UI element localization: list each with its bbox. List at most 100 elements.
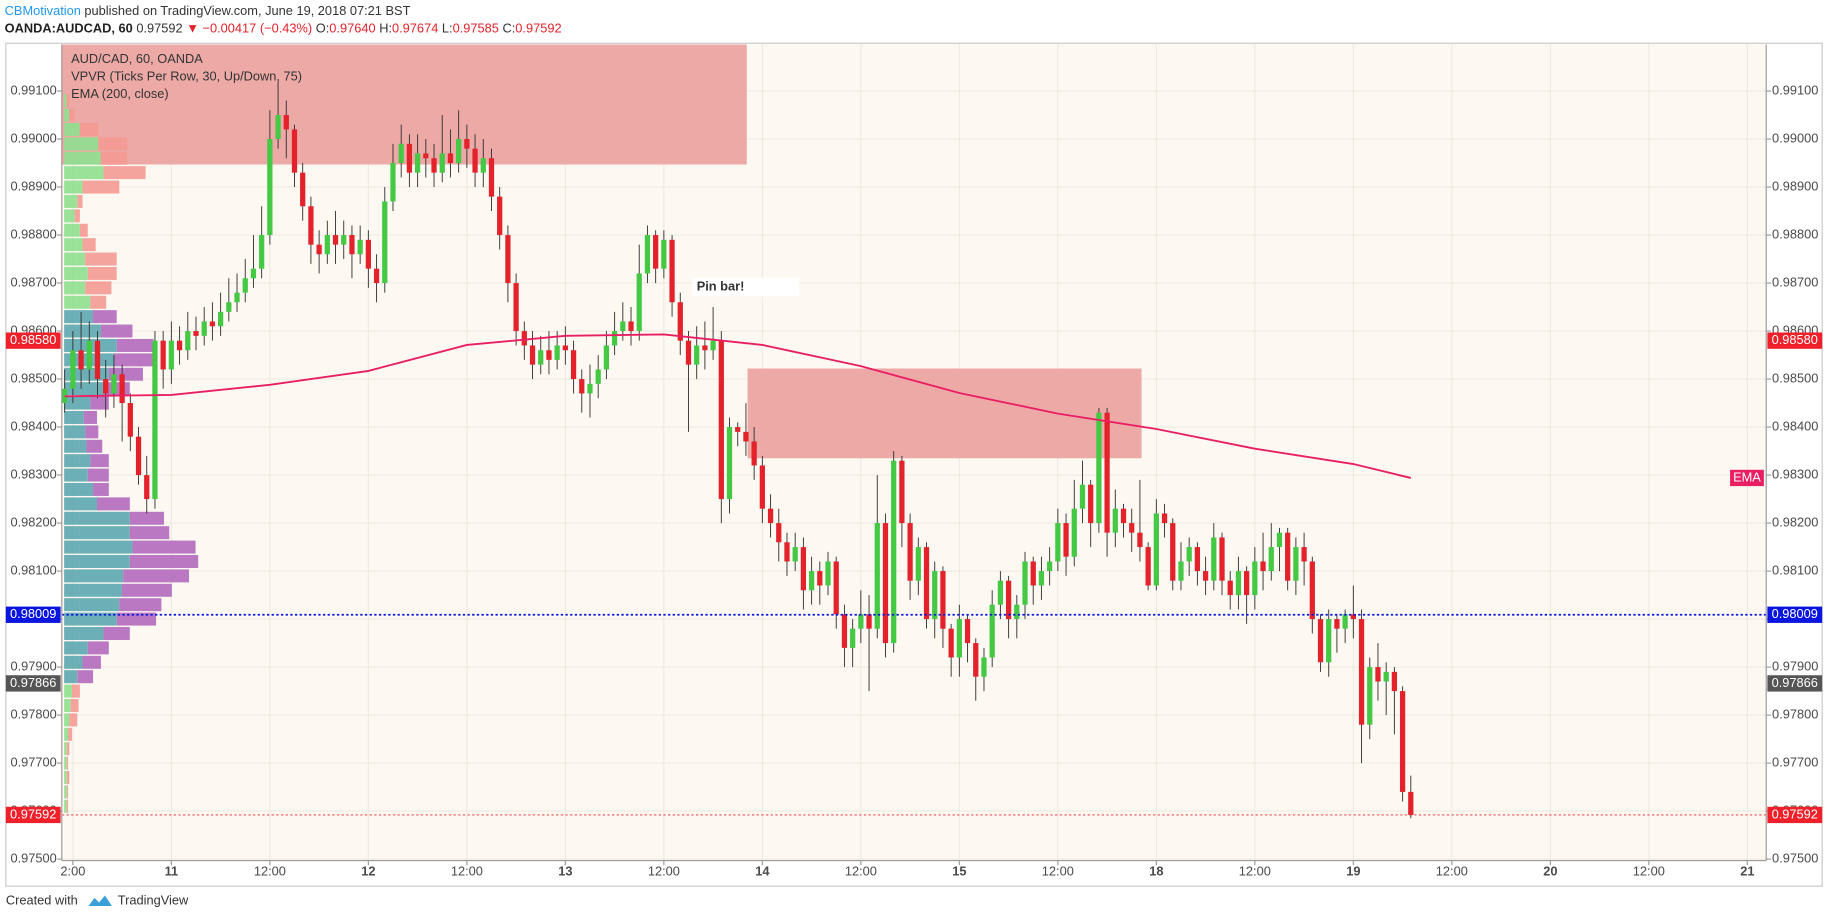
vpvr-down bbox=[66, 770, 70, 784]
vpvr-down bbox=[129, 554, 199, 568]
price-badge bbox=[1767, 332, 1823, 349]
candle-body bbox=[1317, 619, 1324, 663]
vpvr-up bbox=[64, 785, 67, 799]
supply-zone bbox=[61, 44, 747, 165]
vpvr-up bbox=[64, 266, 88, 280]
price-badge-label: 0.98009 bbox=[1772, 606, 1818, 621]
candle-body bbox=[1350, 614, 1356, 620]
candle-body bbox=[513, 283, 519, 332]
footer-brand[interactable]: TradingView bbox=[118, 893, 189, 908]
y-tick-label: 0.98200 bbox=[10, 514, 56, 529]
vpvr-up bbox=[64, 252, 86, 266]
y-tick-label: 0.98500 bbox=[10, 370, 56, 385]
candle-body bbox=[792, 547, 798, 562]
price-badge-label: 0.98009 bbox=[10, 606, 56, 621]
ohlc-key: H: bbox=[379, 21, 392, 36]
vpvr-down bbox=[66, 742, 70, 756]
author[interactable]: CBMotivation bbox=[5, 3, 81, 18]
vpvr-down bbox=[90, 396, 109, 410]
footer-created: Created with bbox=[6, 893, 78, 908]
y-tick-label: 0.98900 bbox=[1772, 178, 1818, 193]
candle-body bbox=[554, 345, 560, 360]
vpvr-up bbox=[64, 497, 97, 511]
candle-body bbox=[357, 239, 363, 255]
x-tick-label: 21 bbox=[1740, 864, 1754, 879]
candle-body bbox=[349, 235, 355, 255]
y-tick-label: 0.98400 bbox=[1772, 418, 1818, 433]
vpvr-down bbox=[83, 410, 97, 424]
candle-body bbox=[406, 143, 413, 173]
x-tick-label: 12:00 bbox=[845, 864, 877, 879]
price-badge-label: 0.97592 bbox=[10, 806, 56, 821]
vpvr-up bbox=[64, 454, 91, 468]
candle-body bbox=[800, 547, 807, 591]
candle-body bbox=[382, 201, 388, 284]
change: −0.00417 (−0.43%) bbox=[203, 21, 313, 36]
candle-body bbox=[1137, 532, 1143, 548]
ohlc-value: 0.97640 bbox=[329, 21, 375, 36]
x-tick-label: 2:00 bbox=[60, 864, 85, 879]
candle-body bbox=[497, 196, 503, 236]
candle-body bbox=[275, 115, 281, 140]
candle-body bbox=[176, 340, 183, 351]
vpvr-up bbox=[64, 526, 130, 540]
candle-body bbox=[841, 614, 848, 648]
candle-body bbox=[685, 340, 692, 365]
candle-body bbox=[529, 345, 536, 365]
vpvr-up bbox=[64, 511, 130, 525]
candle-body bbox=[505, 235, 511, 284]
y-tick-label: 0.97500 bbox=[1772, 850, 1818, 865]
candle-body bbox=[735, 427, 741, 432]
candle-body bbox=[1211, 537, 1217, 581]
candle-body bbox=[94, 340, 101, 380]
candle-body bbox=[1145, 547, 1151, 586]
ema-line bbox=[64, 333, 1412, 479]
candle-body bbox=[751, 441, 757, 466]
candle-body bbox=[891, 460, 897, 644]
candle-body bbox=[1219, 537, 1225, 581]
candle-body bbox=[579, 379, 585, 394]
x-tick-label: 12:00 bbox=[1239, 864, 1271, 879]
vpvr-down bbox=[82, 238, 96, 252]
y-tick-label: 0.98100 bbox=[1772, 562, 1818, 577]
ohlc-key: L: bbox=[442, 21, 453, 36]
candle-body bbox=[185, 331, 191, 351]
candle-body bbox=[456, 139, 462, 164]
vpvr-down bbox=[93, 482, 109, 496]
price-badge-label: 0.97592 bbox=[1772, 806, 1818, 821]
candle-body bbox=[324, 235, 330, 255]
x-tick-label: 11 bbox=[165, 864, 179, 879]
y-tick-label: 0.99000 bbox=[10, 130, 56, 145]
vpvr-down bbox=[70, 698, 79, 712]
vpvr-up bbox=[64, 641, 88, 655]
vpvr-down bbox=[66, 94, 70, 108]
vpvr-down bbox=[85, 281, 112, 295]
published: published on TradingView.com, June 19, 2… bbox=[84, 3, 410, 18]
candle-body bbox=[644, 235, 651, 274]
candle-body bbox=[948, 628, 954, 658]
vpvr-down bbox=[79, 122, 99, 136]
vpvr-up bbox=[64, 310, 94, 324]
candle-body bbox=[242, 278, 248, 293]
vpvr-up bbox=[64, 238, 83, 252]
candle-body bbox=[973, 643, 979, 677]
candle-body bbox=[1260, 561, 1266, 572]
vpvr-up bbox=[64, 410, 84, 424]
candle-body bbox=[160, 340, 166, 370]
vpvr-up bbox=[64, 770, 67, 784]
candle-body bbox=[595, 369, 601, 384]
candle-body bbox=[103, 379, 109, 394]
candle-body bbox=[677, 302, 683, 341]
candle-body bbox=[636, 273, 642, 332]
vpvr-down bbox=[86, 439, 103, 453]
candle-body bbox=[193, 331, 199, 336]
candle-body bbox=[472, 148, 478, 173]
candle-body bbox=[997, 580, 1004, 605]
vpvr-up bbox=[64, 756, 67, 770]
vpvr-down bbox=[116, 612, 157, 626]
y-tick-label: 0.98100 bbox=[10, 562, 56, 577]
candle-body bbox=[940, 571, 946, 629]
candle-body bbox=[1030, 561, 1036, 586]
vpvr-down bbox=[114, 353, 154, 367]
